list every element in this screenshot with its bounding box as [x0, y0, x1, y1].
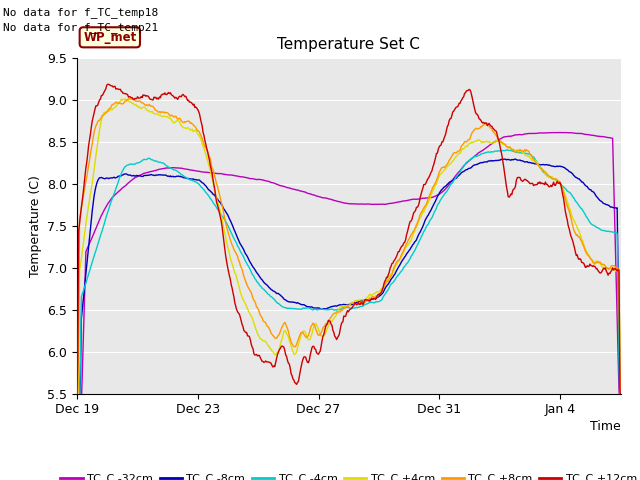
Text: Time: Time	[590, 420, 621, 433]
Text: No data for f_TC_temp18: No data for f_TC_temp18	[3, 7, 159, 18]
Text: WP_met: WP_met	[83, 31, 136, 44]
Legend: TC_C -32cm, TC_C -8cm, TC_C -4cm, TC_C +4cm, TC_C +8cm, TC_C +12cm: TC_C -32cm, TC_C -8cm, TC_C -4cm, TC_C +…	[56, 469, 640, 480]
Title: Temperature Set C: Temperature Set C	[277, 37, 420, 52]
Y-axis label: Temperature (C): Temperature (C)	[29, 175, 42, 276]
Text: No data for f_TC_temp21: No data for f_TC_temp21	[3, 22, 159, 33]
